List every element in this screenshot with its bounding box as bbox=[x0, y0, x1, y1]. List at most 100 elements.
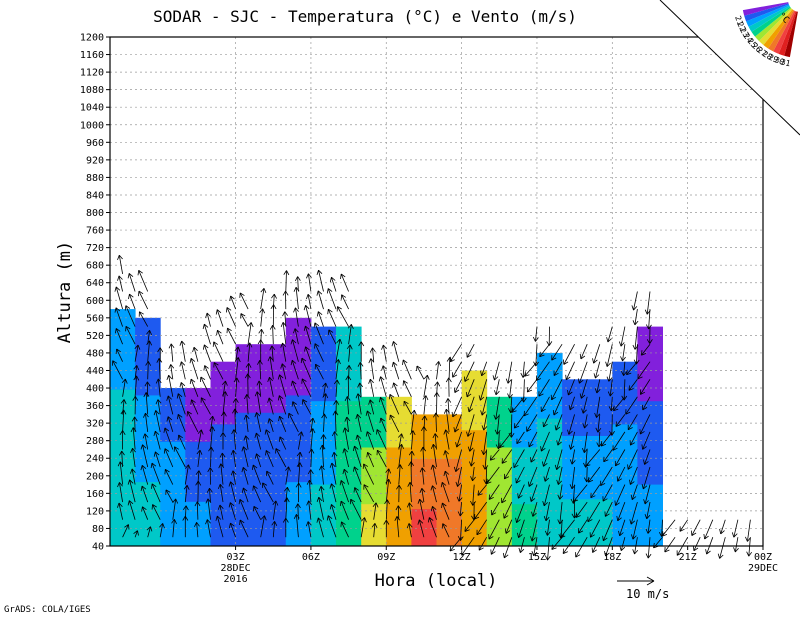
wind-arrow bbox=[495, 379, 500, 395]
wind-arrow bbox=[720, 519, 726, 535]
wind-arrowhead bbox=[664, 546, 670, 553]
wind-arrow bbox=[646, 502, 651, 519]
wind-arrow bbox=[333, 452, 337, 468]
wind-arrow bbox=[318, 270, 324, 292]
wind-arrowhead bbox=[293, 328, 299, 334]
wind-arrow bbox=[514, 414, 525, 429]
wind-arrow bbox=[344, 427, 349, 450]
wind-arrow bbox=[247, 322, 252, 345]
y-tick-label: 1200 bbox=[80, 33, 104, 44]
temperature-cell bbox=[511, 504, 538, 547]
wind-arrow bbox=[172, 519, 175, 538]
wind-arrow bbox=[147, 526, 151, 538]
wind-arrow bbox=[560, 519, 563, 539]
wind-arrowhead bbox=[379, 396, 385, 403]
wind-arrowhead bbox=[607, 391, 614, 397]
wind-arrow bbox=[428, 517, 437, 538]
wind-arrow bbox=[546, 519, 550, 536]
wind-arrowhead bbox=[151, 483, 157, 489]
wind-arrowhead bbox=[220, 432, 226, 438]
wind-arrowhead bbox=[314, 363, 321, 370]
wind-arrowhead bbox=[621, 371, 627, 376]
wind-arrow bbox=[147, 361, 149, 380]
y-tick-label: 440 bbox=[86, 366, 104, 377]
wind-arrowhead bbox=[254, 412, 261, 418]
wind-arrow bbox=[385, 468, 390, 485]
wind-arrowhead bbox=[391, 361, 398, 368]
wind-arrow bbox=[260, 288, 265, 310]
wind-arrowhead bbox=[451, 411, 458, 418]
wind-arrow bbox=[265, 429, 274, 450]
wind-arrow bbox=[559, 502, 563, 525]
wind-arrowhead bbox=[567, 429, 573, 435]
wind-arrowhead bbox=[301, 378, 307, 384]
wind-arrowhead bbox=[499, 442, 505, 449]
wind-arrowhead bbox=[540, 406, 546, 413]
x-tick-label: 18Z bbox=[603, 552, 621, 563]
wind-arrow bbox=[252, 464, 262, 485]
wind-arrow bbox=[518, 519, 525, 538]
wind-arrowhead bbox=[513, 462, 519, 469]
wind-arrowhead bbox=[417, 519, 424, 525]
wind-arrow bbox=[310, 418, 314, 432]
wind-arrowhead bbox=[443, 450, 449, 456]
wind-arrow bbox=[642, 431, 651, 450]
wind-arrowhead bbox=[379, 417, 385, 423]
wind-arrowhead bbox=[546, 341, 553, 346]
wind-arrow bbox=[369, 399, 375, 415]
wind-arrow bbox=[317, 290, 324, 310]
wind-arrowhead bbox=[494, 429, 501, 435]
wind-arrow bbox=[510, 396, 513, 413]
wind-arrow bbox=[625, 396, 638, 415]
wind-arrow bbox=[317, 311, 324, 327]
wind-arrowhead bbox=[186, 411, 192, 417]
wind-arrow bbox=[528, 431, 538, 448]
wind-arrowhead bbox=[229, 522, 235, 529]
x-tick-label: 15Z bbox=[528, 552, 546, 563]
wind-arrowhead bbox=[542, 421, 548, 428]
wind-arrow bbox=[606, 344, 613, 367]
wind-arrowhead bbox=[143, 412, 149, 418]
wind-arrow bbox=[619, 519, 626, 536]
wind-arrow bbox=[385, 479, 390, 503]
wind-arrowhead bbox=[138, 311, 144, 317]
wind-arrow bbox=[334, 431, 337, 450]
temperature-cell bbox=[285, 395, 312, 483]
wind-arrow bbox=[234, 408, 236, 432]
wind-arrowhead bbox=[543, 515, 550, 522]
wind-arrowhead bbox=[569, 484, 576, 490]
wind-arrowhead bbox=[251, 464, 258, 470]
x-tick-year-label: 2016 bbox=[224, 574, 248, 585]
wind-arrowhead bbox=[501, 458, 507, 464]
wind-arrowhead bbox=[515, 517, 521, 524]
wind-arrowhead bbox=[228, 502, 235, 508]
wind-arrowhead bbox=[507, 393, 513, 399]
wind-arrowhead bbox=[422, 395, 429, 401]
wind-arrow bbox=[207, 498, 211, 520]
wind-arrow bbox=[634, 326, 638, 350]
wind-arrow bbox=[346, 416, 349, 432]
wind-arrow bbox=[535, 361, 550, 381]
wind-arrowhead bbox=[544, 555, 551, 561]
wind-arrow bbox=[260, 308, 263, 327]
wind-arrowhead bbox=[340, 294, 347, 300]
y-tick-label: 1040 bbox=[80, 103, 104, 114]
wind-arrowhead bbox=[349, 498, 356, 505]
wind-arrow bbox=[216, 515, 224, 538]
wind-arrow bbox=[555, 414, 563, 431]
x-tick-label: 09Z bbox=[377, 552, 395, 563]
temperature-cell bbox=[562, 379, 588, 437]
wind-arrow bbox=[128, 500, 136, 520]
wind-arrowhead bbox=[486, 478, 492, 485]
wind-arrowhead bbox=[133, 365, 140, 371]
wind-arrow bbox=[418, 519, 425, 538]
wind-arrowhead bbox=[283, 270, 290, 276]
wind-arrowhead bbox=[277, 374, 284, 380]
wind-arrow bbox=[235, 346, 239, 362]
wind-arrow bbox=[571, 449, 575, 465]
y-tick-label: 400 bbox=[86, 384, 104, 395]
wind-arrow bbox=[693, 537, 701, 551]
colorbar-level-label: 22 bbox=[735, 21, 747, 34]
wind-arrowhead bbox=[117, 275, 123, 281]
wind-arrowhead bbox=[228, 481, 235, 487]
